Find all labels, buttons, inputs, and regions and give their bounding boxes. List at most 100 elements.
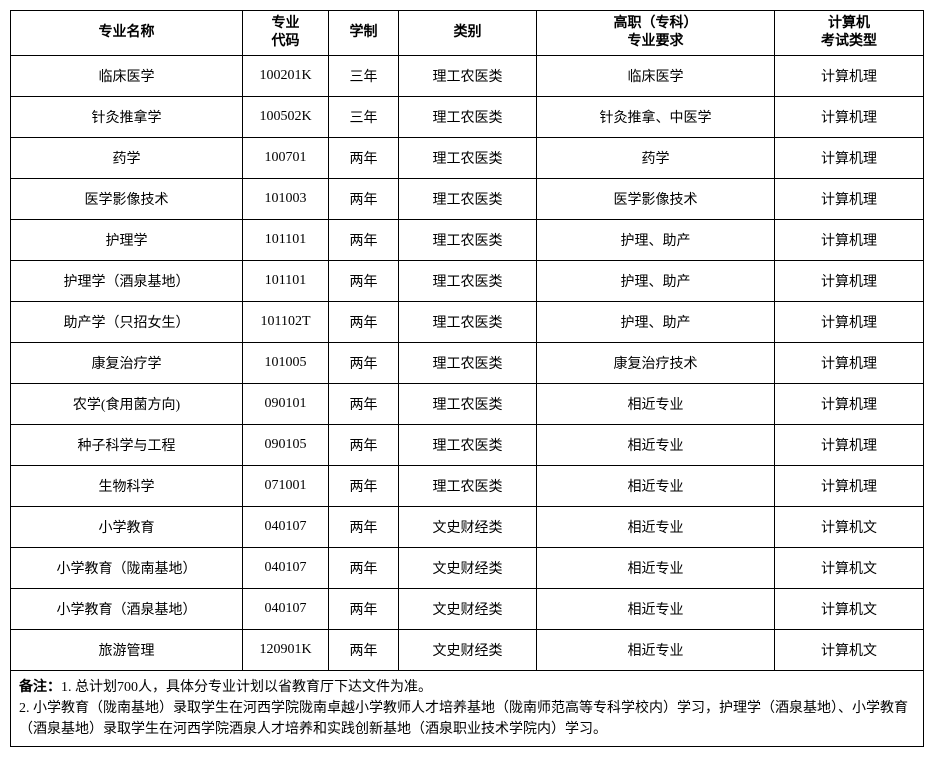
cell-category: 理工农医类: [399, 56, 537, 97]
cell-requirement: 护理、助产: [537, 261, 775, 302]
cell-requirement: 相近专业: [537, 466, 775, 507]
cell-exam: 计算机理: [775, 384, 924, 425]
cell-exam: 计算机文: [775, 589, 924, 630]
header-duration: 学制: [329, 11, 399, 56]
cell-name: 药学: [11, 138, 243, 179]
cell-name: 小学教育（酒泉基地）: [11, 589, 243, 630]
cell-code: 100502K: [243, 97, 329, 138]
cell-requirement: 相近专业: [537, 384, 775, 425]
cell-duration: 两年: [329, 466, 399, 507]
cell-exam: 计算机文: [775, 548, 924, 589]
cell-code: 090101: [243, 384, 329, 425]
cell-duration: 两年: [329, 548, 399, 589]
notes-line2: 2. 小学教育（陇南基地）录取学生在河西学院陇南卓越小学教师人才培养基地（陇南师…: [19, 701, 908, 737]
cell-name: 小学教育: [11, 507, 243, 548]
cell-requirement: 护理、助产: [537, 302, 775, 343]
cell-name: 小学教育（陇南基地）: [11, 548, 243, 589]
cell-requirement: 医学影像技术: [537, 179, 775, 220]
cell-code: 040107: [243, 548, 329, 589]
cell-requirement: 康复治疗技术: [537, 343, 775, 384]
cell-name: 针灸推拿学: [11, 97, 243, 138]
cell-duration: 三年: [329, 97, 399, 138]
majors-table: 专业名称 专业代码 学制 类别 高职（专科）专业要求 计算机考试类型 临床医学1…: [10, 10, 924, 747]
table-row: 农学(食用菌方向)090101两年理工农医类相近专业计算机理: [11, 384, 924, 425]
table-header: 专业名称 专业代码 学制 类别 高职（专科）专业要求 计算机考试类型: [11, 11, 924, 56]
cell-exam: 计算机理: [775, 466, 924, 507]
table-row: 助产学（只招女生）101102T两年理工农医类护理、助产计算机理: [11, 302, 924, 343]
cell-requirement: 护理、助产: [537, 220, 775, 261]
cell-category: 理工农医类: [399, 179, 537, 220]
cell-exam: 计算机理: [775, 56, 924, 97]
table-row: 旅游管理120901K两年文史财经类相近专业计算机文: [11, 630, 924, 671]
cell-exam: 计算机理: [775, 220, 924, 261]
cell-exam: 计算机理: [775, 97, 924, 138]
cell-requirement: 相近专业: [537, 507, 775, 548]
cell-duration: 两年: [329, 384, 399, 425]
cell-requirement: 相近专业: [537, 425, 775, 466]
cell-exam: 计算机文: [775, 630, 924, 671]
cell-exam: 计算机文: [775, 507, 924, 548]
table-row: 护理学101101两年理工农医类护理、助产计算机理: [11, 220, 924, 261]
cell-duration: 两年: [329, 302, 399, 343]
table-row: 护理学（酒泉基地）101101两年理工农医类护理、助产计算机理: [11, 261, 924, 302]
cell-code: 101003: [243, 179, 329, 220]
table-row: 生物科学071001两年理工农医类相近专业计算机理: [11, 466, 924, 507]
cell-code: 101101: [243, 220, 329, 261]
cell-category: 文史财经类: [399, 589, 537, 630]
header-exam: 计算机考试类型: [775, 11, 924, 56]
table-row: 康复治疗学101005两年理工农医类康复治疗技术计算机理: [11, 343, 924, 384]
cell-category: 理工农医类: [399, 384, 537, 425]
notes-line1: 1. 总计划700人，具体分专业计划以省教育厅下达文件为准。: [61, 680, 432, 695]
cell-duration: 两年: [329, 343, 399, 384]
cell-exam: 计算机理: [775, 179, 924, 220]
notes-cell: 备注：1. 总计划700人，具体分专业计划以省教育厅下达文件为准。 2. 小学教…: [11, 671, 924, 747]
cell-category: 文史财经类: [399, 548, 537, 589]
cell-category: 理工农医类: [399, 97, 537, 138]
cell-requirement: 针灸推拿、中医学: [537, 97, 775, 138]
cell-name: 护理学（酒泉基地）: [11, 261, 243, 302]
cell-duration: 两年: [329, 220, 399, 261]
notes-label: 备注：: [19, 680, 61, 695]
cell-exam: 计算机理: [775, 302, 924, 343]
cell-name: 助产学（只招女生）: [11, 302, 243, 343]
table-row: 小学教育（陇南基地）040107两年文史财经类相近专业计算机文: [11, 548, 924, 589]
header-requirement: 高职（专科）专业要求: [537, 11, 775, 56]
table-row: 种子科学与工程090105两年理工农医类相近专业计算机理: [11, 425, 924, 466]
cell-category: 理工农医类: [399, 261, 537, 302]
cell-name: 医学影像技术: [11, 179, 243, 220]
cell-code: 040107: [243, 507, 329, 548]
cell-code: 071001: [243, 466, 329, 507]
cell-category: 理工农医类: [399, 466, 537, 507]
cell-requirement: 相近专业: [537, 548, 775, 589]
cell-duration: 两年: [329, 179, 399, 220]
cell-requirement: 药学: [537, 138, 775, 179]
cell-code: 101005: [243, 343, 329, 384]
table-row: 小学教育（酒泉基地）040107两年文史财经类相近专业计算机文: [11, 589, 924, 630]
table-row: 医学影像技术101003两年理工农医类医学影像技术计算机理: [11, 179, 924, 220]
cell-exam: 计算机理: [775, 261, 924, 302]
cell-name: 旅游管理: [11, 630, 243, 671]
cell-code: 120901K: [243, 630, 329, 671]
cell-category: 理工农医类: [399, 302, 537, 343]
cell-duration: 三年: [329, 56, 399, 97]
table-row: 药学100701两年理工农医类药学计算机理: [11, 138, 924, 179]
table-body: 临床医学100201K三年理工农医类临床医学计算机理针灸推拿学100502K三年…: [11, 56, 924, 671]
cell-duration: 两年: [329, 589, 399, 630]
cell-requirement: 临床医学: [537, 56, 775, 97]
cell-category: 理工农医类: [399, 220, 537, 261]
cell-code: 090105: [243, 425, 329, 466]
cell-code: 100201K: [243, 56, 329, 97]
cell-name: 康复治疗学: [11, 343, 243, 384]
cell-duration: 两年: [329, 630, 399, 671]
header-category: 类别: [399, 11, 537, 56]
table-row: 小学教育040107两年文史财经类相近专业计算机文: [11, 507, 924, 548]
cell-code: 100701: [243, 138, 329, 179]
cell-code: 040107: [243, 589, 329, 630]
cell-category: 理工农医类: [399, 425, 537, 466]
cell-exam: 计算机理: [775, 138, 924, 179]
cell-category: 文史财经类: [399, 630, 537, 671]
table-row: 临床医学100201K三年理工农医类临床医学计算机理: [11, 56, 924, 97]
cell-duration: 两年: [329, 507, 399, 548]
cell-name: 临床医学: [11, 56, 243, 97]
header-name: 专业名称: [11, 11, 243, 56]
